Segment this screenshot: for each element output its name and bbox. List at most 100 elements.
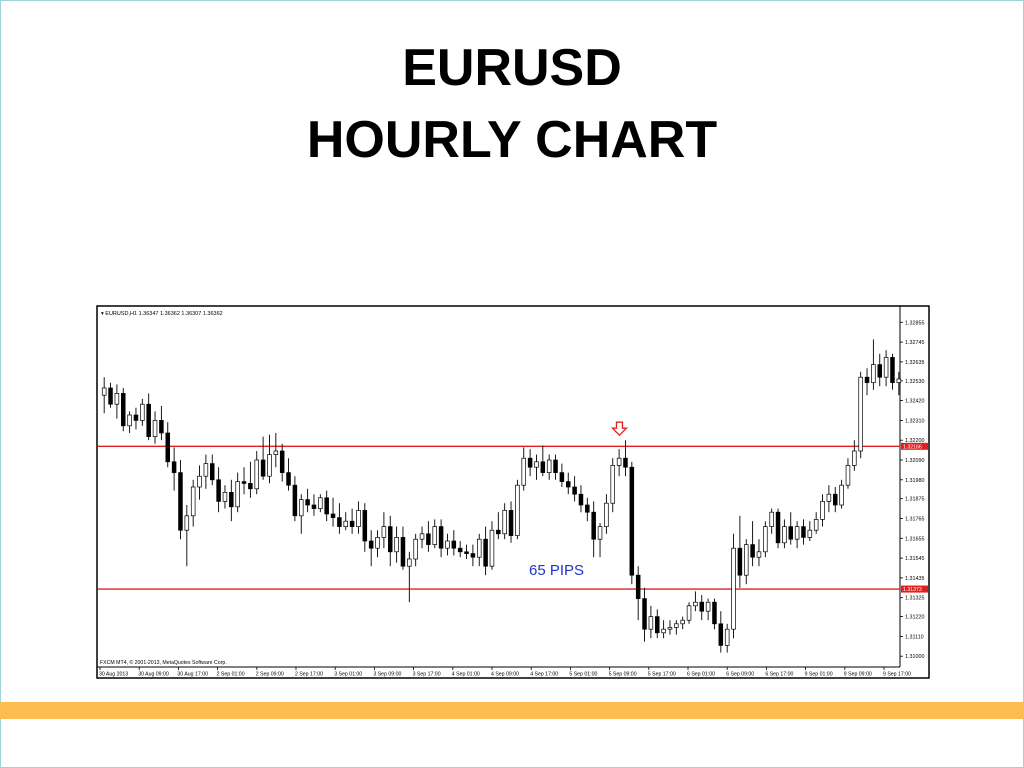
bull-candle [782, 526, 787, 544]
bull-candle [152, 420, 158, 437]
bull-candle [604, 502, 609, 527]
bull-candle [267, 454, 272, 477]
level-price-tag [901, 442, 928, 450]
bull-candle [852, 450, 857, 466]
bull-candle [298, 499, 304, 517]
bull-candle [318, 497, 323, 509]
bear-candle [209, 463, 215, 481]
bull-candle [203, 463, 209, 477]
bull-candle [476, 538, 482, 558]
bear-candle [712, 601, 717, 625]
bear-candle [349, 520, 355, 527]
bull-candle [883, 357, 889, 378]
x-tick-label: 9 Sep 01:00 [805, 672, 833, 678]
bear-candle [750, 544, 755, 558]
bear-candle [470, 553, 476, 558]
bull-candle [597, 526, 603, 540]
bull-candle [534, 461, 539, 468]
bull-candle [445, 540, 450, 549]
x-tick-label: 3 Sep 17:00 [413, 672, 441, 678]
bear-candle [464, 551, 469, 554]
bull-candle [419, 533, 425, 540]
y-tick-label: 1.32420 [905, 399, 925, 405]
bull-candle [235, 481, 240, 508]
bull-candle [667, 627, 673, 630]
x-tick-label: 2 Sep 09:00 [256, 672, 284, 678]
bull-candle [826, 493, 832, 502]
bull-candle [394, 537, 399, 553]
bull-candle [763, 526, 768, 553]
bull-candle [127, 414, 132, 427]
bull-candle [680, 619, 685, 625]
bear-candle [248, 483, 253, 490]
level-price-tag [901, 585, 928, 593]
x-tick-label: 9 Sep 09:00 [844, 672, 872, 678]
down-arrow-icon [610, 421, 629, 437]
bear-candle [578, 493, 584, 506]
bear-candle [699, 601, 705, 612]
bear-candle [337, 517, 342, 527]
bear-candle [133, 414, 139, 421]
bull-candle [546, 459, 552, 473]
bull-candle [661, 628, 666, 634]
level-price-label: 1.32166 [903, 444, 922, 450]
bear-candle [438, 526, 444, 549]
y-tick-label: 1.32855 [905, 320, 925, 326]
bull-candle [871, 364, 876, 383]
bull-candle [724, 628, 730, 646]
bear-candle [591, 511, 596, 540]
bull-candle [101, 387, 107, 396]
bull-candle [356, 510, 361, 527]
y-tick-label: 1.31220 [905, 615, 925, 621]
y-tick-label: 1.31765 [905, 517, 925, 523]
bull-candle [686, 605, 692, 621]
bull-candle [114, 393, 120, 405]
bull-candle [813, 519, 819, 531]
chart-header: ▾ EURUSD,H1 1.36347 1.36362 1.36307 1.36… [101, 311, 223, 317]
bull-candle [845, 465, 851, 486]
bull-candle [502, 510, 507, 535]
bear-candle [241, 481, 247, 484]
x-tick-label: 30 Aug 09:00 [138, 672, 169, 678]
pips-annotation: 65 PIPS [529, 562, 584, 579]
level-price-label: 1.31373 [903, 587, 922, 593]
bear-candle [527, 457, 533, 468]
bear-candle [553, 459, 558, 473]
x-tick-label: 2 Sep 17:00 [295, 672, 323, 678]
y-tick-label: 1.31980 [905, 478, 925, 484]
bear-candle [362, 510, 368, 542]
bull-candle [794, 526, 800, 540]
bear-candle [260, 459, 266, 477]
y-tick-label: 1.31325 [905, 596, 925, 602]
bull-candle [858, 376, 863, 452]
x-tick-label: 4 Sep 17:00 [530, 672, 558, 678]
chart-frame [96, 305, 930, 679]
bear-candle [540, 461, 546, 473]
y-tick-label: 1.31435 [905, 576, 925, 582]
bull-candle [616, 457, 622, 466]
bear-candle [775, 511, 781, 544]
y-tick-label: 1.32090 [905, 458, 925, 464]
bull-candle [140, 403, 145, 421]
y-tick-label: 1.31545 [905, 556, 925, 562]
bear-candle [788, 526, 794, 540]
bull-candle [381, 526, 387, 538]
y-tick-label: 1.32635 [905, 360, 925, 366]
bear-candle [508, 510, 514, 536]
slide-title-line-2: HOURLY CHART [306, 111, 718, 169]
bull-candle [731, 547, 736, 630]
bear-candle [483, 538, 488, 567]
bear-candle [305, 499, 310, 506]
bear-candle [457, 547, 463, 553]
bull-candle [693, 601, 698, 607]
bear-candle [171, 461, 177, 473]
bull-candle [756, 551, 762, 558]
bull-candle [521, 457, 527, 486]
y-tick-label: 1.32745 [905, 340, 925, 346]
bear-candle [387, 526, 393, 553]
bull-candle [343, 520, 349, 527]
bear-candle [368, 540, 374, 549]
bear-candle [642, 598, 647, 630]
bull-candle [273, 450, 279, 455]
